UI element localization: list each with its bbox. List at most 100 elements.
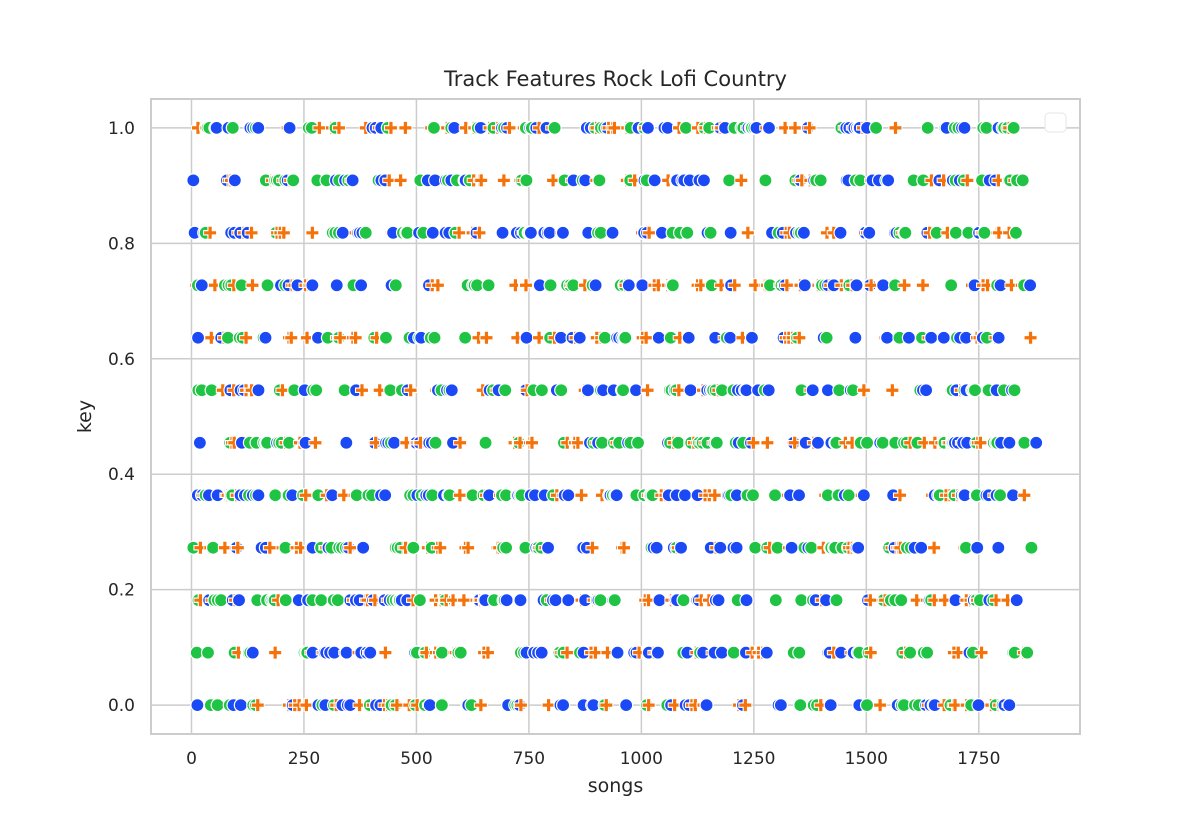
scatter-point <box>309 383 324 398</box>
scatter-point-plus <box>513 698 528 713</box>
scatter-point <box>339 645 354 660</box>
scatter-point <box>991 330 1006 345</box>
scatter-point-plus <box>398 540 413 555</box>
scatter-point <box>813 173 828 188</box>
scatter-point-plus <box>298 488 313 503</box>
scatter-point <box>363 645 378 660</box>
scatter-point <box>880 330 895 345</box>
scatter-point <box>649 540 664 555</box>
plot-area-frame <box>150 98 1081 735</box>
scatter-point <box>593 593 608 608</box>
scatter-point <box>793 698 808 713</box>
scatter-point-plus <box>331 120 346 135</box>
scatter-point <box>345 173 360 188</box>
scatter-point <box>848 330 863 345</box>
scatter-point-plus <box>305 225 320 240</box>
scatter-point-plus <box>452 488 467 503</box>
scatter-point <box>561 593 576 608</box>
scatter-point-plus <box>502 120 517 135</box>
scatter-point <box>200 645 216 660</box>
scatter-point <box>739 383 754 398</box>
scatter-point <box>841 488 856 503</box>
x-tick-label: 500 <box>400 749 432 769</box>
scatter-point <box>823 698 838 713</box>
scatter-point <box>758 173 773 188</box>
scatter-point <box>767 488 783 503</box>
scatter-point <box>478 435 493 450</box>
scatter-point <box>412 593 427 608</box>
scatter-point-plus <box>960 173 975 188</box>
scatter-point <box>523 225 538 240</box>
scatter-point <box>744 330 760 345</box>
scatter-point-plus <box>250 698 265 713</box>
scatter-point-plus <box>856 383 871 398</box>
scatter-point <box>555 698 571 713</box>
scatter-point <box>665 278 680 293</box>
scatter-point <box>1002 435 1017 450</box>
scatter-point <box>868 120 884 135</box>
scatter-point <box>566 278 581 293</box>
scatter-point-plus <box>389 698 404 713</box>
scatter-point <box>630 435 646 450</box>
scatter-point <box>722 173 737 188</box>
scatter-point <box>1020 645 1035 660</box>
scatter-point-plus <box>927 540 942 555</box>
scatter-point <box>761 120 777 135</box>
scatter-point <box>425 225 440 240</box>
scatter-point <box>330 593 345 608</box>
scatter-point <box>210 698 225 713</box>
legend-box <box>1044 112 1067 133</box>
scatter-point <box>335 225 350 240</box>
scatter-point <box>745 488 761 503</box>
scatter-point <box>192 435 207 450</box>
scatter-point <box>358 225 373 240</box>
scatter-point <box>607 593 622 608</box>
scatter-point <box>610 645 625 660</box>
scatter-point <box>796 225 811 240</box>
grid-lines <box>151 99 1080 734</box>
scatter-point-plus <box>885 383 900 398</box>
scatter-point <box>860 435 875 450</box>
scatter-point <box>773 698 788 713</box>
scatter-point-plus <box>452 225 467 240</box>
scatter-point <box>1008 225 1024 240</box>
scatter-point <box>920 645 935 660</box>
scatter-point-plus <box>268 645 283 660</box>
scatter-point-plus <box>312 120 327 135</box>
scatter-point-plus <box>693 278 708 293</box>
scatter-point-plus <box>740 225 755 240</box>
x-axis-ticks: 0 250 500 750 1000 1250 1500 1750 <box>186 749 1000 769</box>
scatter-point-plus <box>354 383 369 398</box>
scatter-point-plus <box>779 278 794 293</box>
scatter-point-plus <box>616 540 631 555</box>
scatter-point-plus <box>788 120 803 135</box>
scatter-point-plus <box>863 593 878 608</box>
scatter-point <box>378 330 394 345</box>
scatter-point <box>427 330 442 345</box>
scatter-point <box>434 698 449 713</box>
scatter-point-plus <box>1017 488 1032 503</box>
scatter-point-plus <box>599 698 614 713</box>
scatter-point <box>1006 120 1021 135</box>
scatter-point <box>936 330 951 345</box>
scatter-point <box>519 330 534 345</box>
scatter-point-plus <box>897 278 912 293</box>
scatter-point <box>621 278 636 293</box>
scatter-point <box>619 698 634 713</box>
scatter-point <box>784 540 799 555</box>
scatter-point <box>680 225 695 240</box>
scatter-point <box>977 225 992 240</box>
y-tick-label: 0.6 <box>108 350 135 370</box>
scatter-point <box>572 330 587 345</box>
scatter-point <box>862 225 877 240</box>
scatter-point-plus <box>461 540 476 555</box>
scatter-point <box>957 120 972 135</box>
scatter-point <box>709 435 724 450</box>
scatter-point-plus <box>343 540 358 555</box>
scatter-point <box>588 278 603 293</box>
scatter-point <box>555 225 571 240</box>
scatter-point <box>901 330 917 345</box>
scatter-point <box>406 540 421 555</box>
scatter-point <box>580 383 596 398</box>
y-tick-label: 1.0 <box>108 119 135 139</box>
